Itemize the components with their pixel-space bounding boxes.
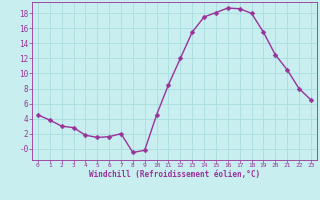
X-axis label: Windchill (Refroidissement éolien,°C): Windchill (Refroidissement éolien,°C) bbox=[89, 170, 260, 179]
